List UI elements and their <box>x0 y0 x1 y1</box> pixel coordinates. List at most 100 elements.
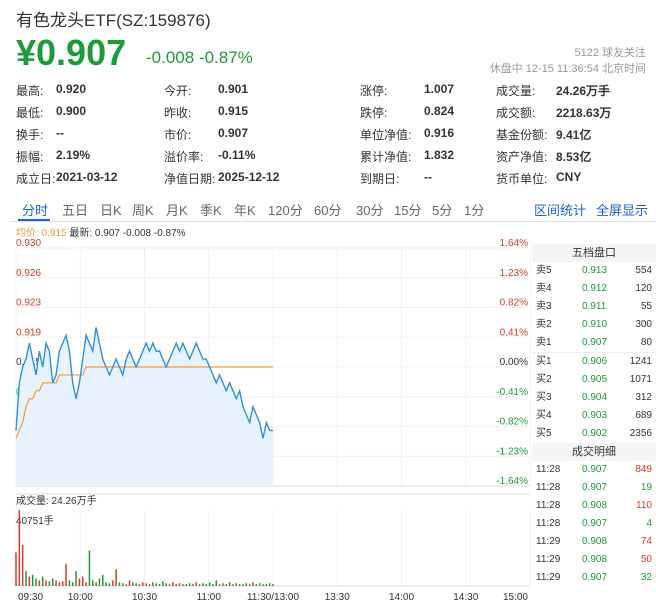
quote-value: 1.007 <box>424 82 455 96</box>
follower-count[interactable]: 5122 球友关注 <box>574 47 646 59</box>
price-tick: 0.911 <box>16 387 41 398</box>
quote-label: 成交额: <box>496 106 536 120</box>
bid-row-label: 买4 <box>536 410 552 421</box>
tab-4[interactable]: 月K <box>166 203 188 218</box>
quote-value: 0.824 <box>424 104 455 118</box>
chart-legend: 均价: 0.915 最新: 0.907 -0.008 -0.87% <box>16 224 186 239</box>
time-tick: 10:30 <box>132 592 157 603</box>
quote-value: 0.920 <box>56 82 87 96</box>
quote-label: 成交量: <box>496 84 536 98</box>
quote-value: 9.41亿 <box>556 128 592 142</box>
quote-label: 昨收: <box>164 106 192 120</box>
bid-row-label: 买3 <box>536 392 552 403</box>
tab-9[interactable]: 30分 <box>356 203 384 218</box>
ask-row-volume: 554 <box>635 265 652 276</box>
tab-2[interactable]: 日K <box>100 203 122 218</box>
tab-1[interactable]: 五日 <box>62 203 89 218</box>
quote-label: 涨停: <box>360 84 388 98</box>
quote-value: 0.916 <box>424 126 455 140</box>
bid-row-label: 买1 <box>536 356 552 367</box>
ask-row-label: 卖2 <box>536 319 552 330</box>
bid-row-label: 买5 <box>536 428 552 439</box>
quote-label: 货币单位: <box>496 172 548 186</box>
tab-0[interactable]: 分时 <box>22 203 49 218</box>
tab-12[interactable]: 1分 <box>464 203 485 218</box>
tab-11[interactable]: 5分 <box>432 203 453 218</box>
ask-row-label: 卖5 <box>536 265 552 276</box>
time-tick: 09:30 <box>18 592 43 603</box>
ask-row-volume: 300 <box>635 319 652 330</box>
trade-row: 11:28 0.907 849 <box>532 461 656 479</box>
trade-vol: 4 <box>646 518 652 529</box>
ask-row: 卖4 0.912 120 <box>532 280 656 298</box>
bid-row-volume: 689 <box>635 410 652 421</box>
trade-price: 0.908 <box>582 500 608 511</box>
market-status: 休盘中 12-15 11:36:54 北京时间 <box>489 63 646 75</box>
quote-value: 2218.63万 <box>556 106 612 120</box>
trade-time: 11:29 <box>536 554 561 565</box>
trade-time: 11:28 <box>536 518 561 529</box>
trade-price: 0.907 <box>582 482 608 493</box>
time-tick: 14:00 <box>389 592 414 603</box>
bid-row-volume: 2356 <box>629 428 652 439</box>
change-value: -0.008 <box>146 48 195 67</box>
order-book: 五档盘口 卖5 0.913 554 卖4 0.912 120 卖3 0.911 55 卖2 0.910… <box>532 244 656 587</box>
time-tick: 10:00 <box>68 592 93 603</box>
quote-label: 到期日: <box>360 172 400 186</box>
quote-label: 单位净值: <box>360 128 412 142</box>
ask-row-label: 卖3 <box>536 301 552 312</box>
ask-row-price: 0.911 <box>582 301 607 312</box>
fullscreen-button[interactable]: 全屏显示 <box>596 203 649 218</box>
trade-vol: 74 <box>640 536 652 547</box>
price-tick: 0.919 <box>16 327 41 338</box>
tab-6[interactable]: 年K <box>234 203 256 218</box>
quote-value: -- <box>424 170 432 184</box>
tab-8[interactable]: 60分 <box>314 203 342 218</box>
order-book-title: 五档盘口 <box>532 244 656 262</box>
tab-7[interactable]: 120分 <box>268 203 303 218</box>
ask-row-price: 0.912 <box>582 283 608 294</box>
tab-3[interactable]: 周K <box>132 203 154 218</box>
pct-tick: 0.41% <box>500 327 528 338</box>
trade-price: 0.907 <box>582 572 608 583</box>
bid-row-volume: 1071 <box>629 374 652 385</box>
range-stats-button[interactable]: 区间统计 <box>534 203 587 218</box>
change-percent: -0.87% <box>198 48 253 67</box>
price-tick: 0.930 <box>16 238 41 249</box>
bid-row-price: 0.904 <box>582 392 608 403</box>
quote-label: 今开: <box>164 84 192 98</box>
quote-value: 2.19% <box>56 148 91 162</box>
quote-value: CNY <box>556 170 582 184</box>
quote-label: 换手: <box>16 128 44 142</box>
trade-row: 11:29 0.907 32 <box>532 569 656 587</box>
quote-label: 净值日期: <box>164 172 216 186</box>
bid-row-price: 0.906 <box>582 356 608 367</box>
price-area <box>16 327 273 486</box>
ask-row-label: 卖1 <box>536 337 552 348</box>
ask-row-volume: 80 <box>640 337 652 348</box>
trade-row: 11:28 0.907 19 <box>532 479 656 497</box>
tab-5[interactable]: 季K <box>200 203 222 218</box>
price-tick: 0.907 <box>16 417 41 428</box>
quote-label: 累计净值: <box>360 150 412 164</box>
ask-row: 卖2 0.910 300 <box>532 316 656 334</box>
quote-label: 振幅: <box>16 150 44 164</box>
trade-price: 0.907 <box>582 518 608 529</box>
time-tick: 11:00 <box>197 592 222 603</box>
tab-10[interactable]: 15分 <box>394 203 422 218</box>
quote-label: 基金份额: <box>496 128 548 142</box>
quote-value: -- <box>56 126 64 140</box>
trade-row: 11:28 0.907 4 <box>532 515 656 533</box>
bid-row: 买4 0.903 689 <box>532 407 656 425</box>
pct-tick: 0.00% <box>500 357 528 368</box>
trade-vol: 32 <box>640 572 652 583</box>
quote-label: 最高: <box>16 84 44 98</box>
quote-value: 2021-03-12 <box>56 170 118 184</box>
bid-row-price: 0.905 <box>582 374 608 385</box>
trade-row: 11:29 0.908 50 <box>532 551 656 569</box>
bid-row-price: 0.902 <box>582 428 608 439</box>
time-tick: 14:30 <box>453 592 478 603</box>
trade-price: 0.908 <box>582 536 608 547</box>
pct-tick: -0.82% <box>496 417 528 428</box>
quote-label: 成立日: <box>16 172 56 186</box>
